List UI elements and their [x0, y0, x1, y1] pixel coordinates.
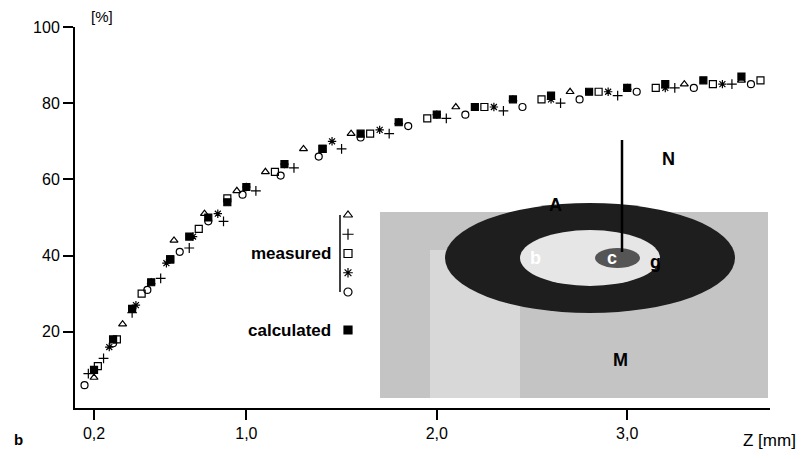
svg-text:Z [mm]: Z [mm]: [743, 431, 796, 450]
svg-text:b: b: [14, 431, 23, 448]
svg-text:c: c: [607, 248, 617, 268]
svg-text:A: A: [549, 195, 562, 215]
svg-text:20: 20: [42, 323, 60, 340]
svg-text:1,0: 1,0: [235, 425, 257, 442]
svg-text:2,0: 2,0: [426, 425, 448, 442]
svg-text:N: N: [662, 149, 675, 169]
svg-text:M: M: [613, 350, 628, 370]
svg-text:80: 80: [42, 95, 60, 112]
svg-text:g: g: [650, 252, 661, 272]
svg-text:40: 40: [42, 247, 60, 264]
svg-text:[%]: [%]: [91, 8, 113, 25]
svg-text:60: 60: [42, 171, 60, 188]
svg-text:calculated: calculated: [248, 321, 331, 340]
svg-text:100: 100: [33, 19, 60, 36]
svg-text:3,0: 3,0: [616, 425, 638, 442]
svg-text:b: b: [530, 248, 541, 268]
svg-text:measured: measured: [251, 244, 331, 263]
svg-text:0,2: 0,2: [83, 425, 105, 442]
